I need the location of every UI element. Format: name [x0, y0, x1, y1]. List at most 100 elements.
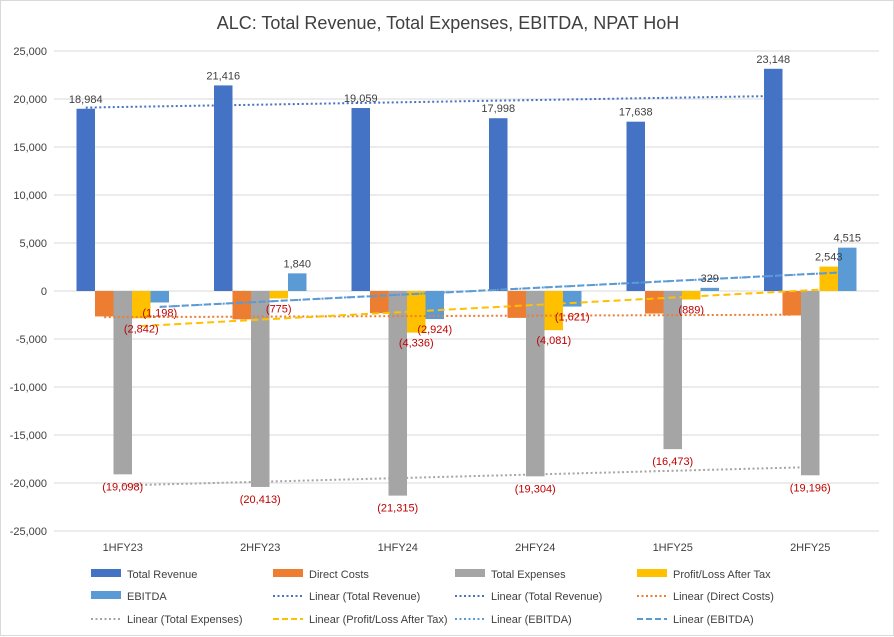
trendline-total-revenue	[85, 95, 774, 109]
y-tick-label: -10,000	[10, 382, 47, 394]
bar-total-revenue-2hfy23	[214, 85, 233, 291]
bars	[76, 68, 857, 496]
trendline-profit-loss-after-tax	[141, 288, 829, 328]
data-label: 2,543	[815, 252, 843, 264]
legend-item: Direct Costs	[273, 569, 369, 581]
trendline-direct-costs	[104, 313, 792, 319]
bar-total-expenses-1hfy25	[663, 291, 682, 450]
x-category-label: 1HFY24	[378, 542, 418, 554]
bar-total-revenue-1hfy23	[76, 108, 95, 291]
bar-direct-costs-2hfy24	[507, 291, 526, 318]
legend-item: Total Expenses	[455, 569, 566, 581]
data-label: (2,924)	[417, 324, 452, 336]
data-label: 21,416	[206, 70, 240, 82]
bar-direct-costs-1hfy24	[370, 291, 389, 314]
legend: Total Revenue Direct Costs Total Expenses P…	[91, 569, 774, 626]
bar-ebitda-1hfy25	[700, 287, 719, 291]
data-labels: 18,984 21,416 19,059 17,998 17,638 23,148 (19,…	[69, 54, 861, 515]
data-label: (19,098)	[102, 481, 143, 493]
legend-label: Total Revenue	[127, 569, 197, 581]
bar-profit-loss-after-tax-2hfy23	[269, 291, 288, 299]
y-tick-label: 25,000	[13, 46, 47, 58]
bar-profit-loss-after-tax-1hfy23	[132, 291, 151, 319]
bar-total-expenses-1hfy24	[388, 291, 407, 496]
data-label: (775)	[266, 303, 292, 315]
data-label: 1,840	[283, 258, 311, 270]
bar-profit-loss-after-tax-1hfy25	[682, 291, 701, 300]
trendlines	[85, 95, 848, 487]
legend-label: Linear (Total Revenue)	[491, 591, 602, 603]
x-category-label: 1HFY25	[653, 542, 693, 554]
legend-item: Linear (EBITDA)	[455, 614, 572, 626]
bar-total-revenue-2hfy24	[489, 118, 508, 291]
legend-label: Linear (Total Expenses)	[127, 614, 243, 626]
bar-total-expenses-2hfy25	[801, 291, 820, 476]
bar-total-revenue-1hfy25	[626, 121, 645, 292]
bar-total-expenses-2hfy23	[251, 291, 270, 487]
chart-title: ALC: Total Revenue, Total Expenses, EBIT…	[217, 13, 680, 33]
legend-item: Linear (Profit/Loss After Tax)	[273, 614, 448, 626]
data-label: 17,998	[481, 103, 515, 115]
legend-swatch	[455, 569, 485, 577]
data-label: (4,081)	[536, 335, 571, 347]
data-label: 23,148	[756, 54, 790, 66]
y-tick-label: 20,000	[13, 94, 47, 106]
legend-item: Linear (Total Revenue)	[273, 591, 420, 603]
legend-label: Linear (Direct Costs)	[673, 591, 774, 603]
legend-label: Linear (Total Revenue)	[309, 591, 420, 603]
bar-profit-loss-after-tax-2hfy25	[819, 266, 838, 291]
data-label: (20,413)	[240, 494, 281, 506]
bar-profit-loss-after-tax-2hfy24	[544, 291, 563, 331]
legend-label: Total Expenses	[491, 569, 566, 581]
legend-swatch	[637, 569, 667, 577]
bar-total-expenses-2hfy24	[526, 291, 545, 477]
data-label: (16,473)	[652, 456, 693, 468]
y-axis-tick-labels: 25,000 20,000 15,000 10,000 5,000 0 -5,000 -10,…	[10, 46, 47, 538]
legend-swatch	[91, 591, 121, 599]
bar-total-revenue-2hfy25	[764, 68, 783, 291]
y-tick-label: 5,000	[19, 238, 47, 250]
legend-item: Linear (EBITDA)	[637, 614, 754, 626]
x-category-label: 2HFY25	[790, 542, 830, 554]
data-label: (19,196)	[790, 482, 831, 494]
x-category-label: 2HFY24	[515, 542, 555, 554]
trendline-ebitda	[159, 271, 848, 308]
data-label: (2,842)	[124, 323, 159, 335]
legend-label: Linear (Profit/Loss After Tax)	[309, 614, 448, 626]
bar-direct-costs-2hfy25	[782, 291, 801, 316]
y-tick-label: 10,000	[13, 190, 47, 202]
y-tick-label: -20,000	[10, 478, 47, 490]
y-tick-label: -15,000	[10, 430, 47, 442]
bar-ebitda-2hfy24	[563, 291, 582, 307]
bar-ebitda-2hfy23	[288, 273, 307, 291]
data-label: 329	[701, 273, 719, 285]
y-tick-label: 0	[41, 286, 47, 298]
legend-item: Linear (Direct Costs)	[637, 591, 774, 603]
y-tick-label: 15,000	[13, 142, 47, 154]
x-category-label: 1HFY23	[103, 542, 143, 554]
bar-ebitda-2hfy25	[838, 247, 857, 291]
x-axis-category-labels: 1HFY23 2HFY23 1HFY24 2HFY24 1HFY25 2HFY25	[103, 542, 831, 554]
y-tick-label: -5,000	[16, 334, 47, 346]
legend-item: Profit/Loss After Tax	[637, 569, 771, 581]
y-tick-label: -25,000	[10, 526, 47, 538]
data-label: (1,621)	[555, 312, 590, 324]
bar-direct-costs-1hfy23	[95, 291, 114, 317]
legend-label: Linear (EBITDA)	[673, 614, 754, 626]
bar-ebitda-1hfy23	[150, 291, 169, 303]
bar-total-revenue-1hfy24	[351, 108, 370, 291]
legend-label: Direct Costs	[309, 569, 369, 581]
legend-label: Profit/Loss After Tax	[673, 569, 771, 581]
x-category-label: 2HFY23	[240, 542, 280, 554]
bar-total-expenses-1hfy23	[113, 291, 132, 475]
data-label: (889)	[678, 305, 704, 317]
bar-ebitda-1hfy24	[425, 291, 444, 320]
legend-label: Linear (EBITDA)	[491, 614, 572, 626]
trendline-total-expenses	[122, 466, 811, 487]
legend-item: Linear (Total Expenses)	[91, 614, 243, 626]
data-label: 4,515	[833, 233, 861, 245]
bar-direct-costs-1hfy25	[645, 291, 664, 314]
data-label: 19,059	[344, 93, 378, 105]
